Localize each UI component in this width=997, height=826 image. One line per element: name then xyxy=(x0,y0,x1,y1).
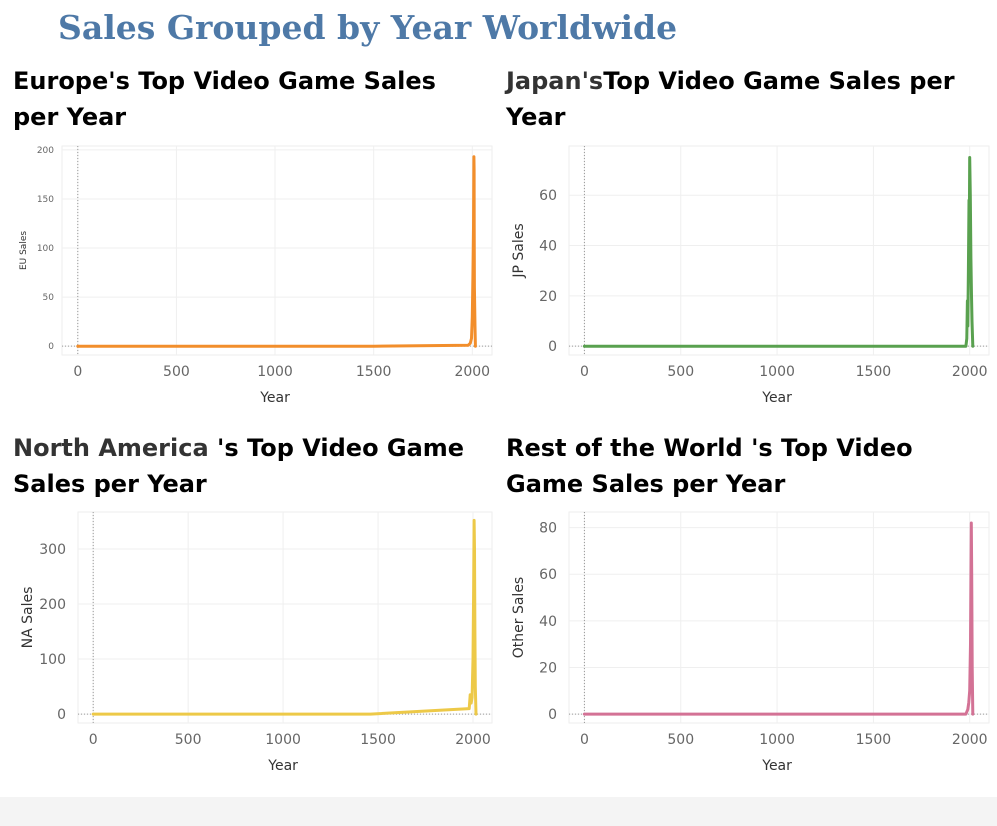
x-tick-label: 2000 xyxy=(952,732,988,748)
na-sales-line-chart[interactable]: 0 500 1000 1500 2000 0 100 200 300 Year NA Sales xyxy=(0,508,500,783)
sales-series-line xyxy=(76,155,477,348)
y-tick-label: 0 xyxy=(548,339,557,355)
x-tick-label: 2000 xyxy=(455,732,491,748)
x-tick-label: 2000 xyxy=(952,364,988,380)
x-axis-title: Year xyxy=(761,390,792,406)
y-axis-title: NA Sales xyxy=(20,587,36,649)
panel-title-europe: Europe's Top Video Game Sales per Year xyxy=(13,63,483,135)
sales-series-line xyxy=(582,156,975,348)
x-tick-label: 1500 xyxy=(856,732,892,748)
plot-frame xyxy=(568,511,990,724)
y-tick-label: 0 xyxy=(548,707,557,723)
y-tick-label: 150 xyxy=(37,195,54,205)
y-tick-label: 100 xyxy=(37,244,54,254)
panel-region-label: Japan's xyxy=(506,67,604,95)
y-axis-title: Other Sales xyxy=(511,577,527,658)
y-tick-label: 40 xyxy=(539,239,557,255)
x-tick-label: 500 xyxy=(667,364,694,380)
x-tick-label: 500 xyxy=(175,732,202,748)
panel-title-rest-of-world: Rest of the World 's Top Video Game Sale… xyxy=(506,430,986,502)
y-axis-title: JP Sales xyxy=(511,223,527,278)
y-tick-label: 200 xyxy=(37,146,54,156)
x-tick-label: 500 xyxy=(163,364,190,380)
x-axis-title: Year xyxy=(259,390,290,406)
plot-frame xyxy=(77,511,493,724)
plot-frame xyxy=(568,145,990,356)
x-tick-label: 0 xyxy=(89,732,98,748)
jp-sales-line-chart[interactable]: 0 500 1000 1500 2000 0 20 40 60 Year JP Sales xyxy=(497,140,997,415)
panel-title-text: 's Top Video xyxy=(751,434,913,462)
x-tick-label: 1000 xyxy=(759,364,795,380)
x-tick-label: 2000 xyxy=(454,364,490,380)
eu-sales-line-chart[interactable]: 0 500 1000 1500 2000 0 50 100 150 200 Year EU Sales xyxy=(0,140,500,415)
x-tick-label: 1500 xyxy=(360,732,396,748)
y-tick-label: 60 xyxy=(539,567,557,583)
panel-title-text-line2: Game Sales per Year xyxy=(506,470,786,498)
y-tick-label: 0 xyxy=(48,342,54,352)
panel-title-text-line2: Year xyxy=(506,103,566,131)
other-sales-line-chart[interactable]: 0 500 1000 1500 2000 0 20 40 60 80 Year Other Sales xyxy=(497,508,997,783)
y-tick-label: 80 xyxy=(539,521,557,537)
y-tick-label: 50 xyxy=(43,293,55,303)
panel-title-text: Top Video Game Sales per xyxy=(603,67,955,95)
y-tick-label: 100 xyxy=(39,652,66,668)
y-tick-label: 200 xyxy=(39,597,66,613)
x-tick-label: 500 xyxy=(667,732,694,748)
panel-region-label: Europe xyxy=(13,67,109,95)
x-tick-label: 1500 xyxy=(356,364,392,380)
y-tick-label: 0 xyxy=(57,707,66,723)
panel-title-north-america: North America 's Top Video Game Sales pe… xyxy=(13,430,483,502)
x-tick-label: 1000 xyxy=(265,732,301,748)
y-axis-title: EU Sales xyxy=(19,231,29,270)
sales-series-line xyxy=(91,518,478,716)
dashboard-title: Sales Grouped by Year Worldwide xyxy=(58,8,678,47)
y-tick-label: 40 xyxy=(539,614,557,630)
panel-title-text-line2: Sales per Year xyxy=(13,470,207,498)
panel-region-label: North America xyxy=(13,434,218,462)
panel-region-label: Rest of the World xyxy=(506,434,752,462)
x-tick-label: 0 xyxy=(73,364,82,380)
x-axis-title: Year xyxy=(761,758,792,774)
panel-title-text-line2: per Year xyxy=(13,103,127,131)
panel-title-text: 's Top Video Game xyxy=(217,434,465,462)
x-tick-label: 0 xyxy=(580,364,589,380)
y-tick-label: 300 xyxy=(39,542,66,558)
y-tick-label: 20 xyxy=(539,289,557,305)
x-tick-label: 0 xyxy=(580,732,589,748)
y-tick-label: 20 xyxy=(539,660,557,676)
x-axis-title: Year xyxy=(267,758,298,774)
panel-title-text: 's Top Video Game Sales xyxy=(108,67,436,95)
x-tick-label: 1500 xyxy=(856,364,892,380)
sales-series-line xyxy=(582,521,975,716)
x-tick-label: 1000 xyxy=(759,732,795,748)
y-tick-label: 60 xyxy=(539,188,557,204)
panel-title-japan: Japan'sTop Video Game Sales per Year xyxy=(506,63,986,135)
plot-frame xyxy=(61,145,493,356)
x-tick-label: 1000 xyxy=(257,364,293,380)
dashboard-page: Sales Grouped by Year Worldwide Europe's… xyxy=(0,0,997,797)
